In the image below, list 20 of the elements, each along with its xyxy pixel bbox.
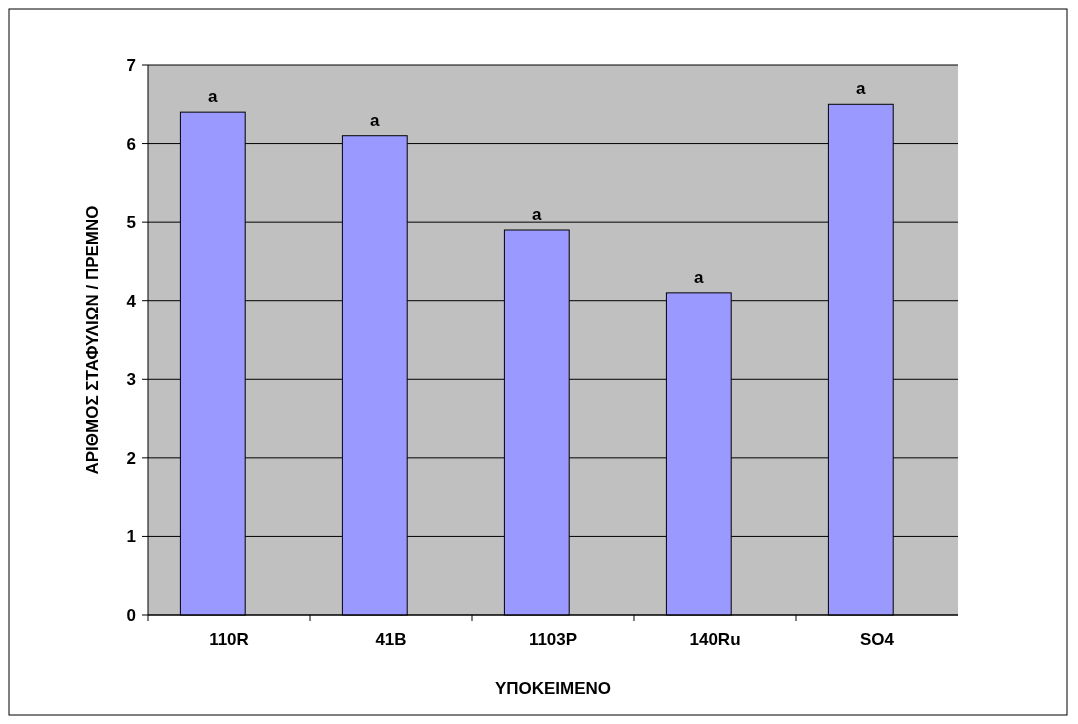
annotation: a [532,205,543,224]
y-tick-label: 2 [126,448,136,468]
x-tick-label: 140Ru [689,630,741,649]
x-tick-label: 41B [375,630,407,649]
annotation: a [208,87,219,107]
x-tick-label: 1103P [528,630,578,649]
x-axis-title: ΥΠΟΚΕΙΜΕΝΟ [494,679,612,698]
y-tick-label: 1 [126,527,136,547]
y-tick-label: 3 [126,370,136,390]
annotation: a [370,110,381,130]
y-tick-label: 7 [126,55,136,75]
y-tick-label: 0 [126,605,136,625]
annotation: a [694,267,705,287]
y-tick-label: 6 [126,134,136,154]
y-axis-title: ΑΡΙΘΜΟΣ ΣΤΑΦΥΛΙΩΝ / ΠΡΕΜΝΟ [83,205,102,475]
annotation: a [856,79,867,99]
y-tick-label: 4 [126,291,137,311]
x-tick-label: SO4 [859,630,895,649]
y-tick-label: 5 [126,213,136,233]
x-tick-label: 110R [209,630,249,649]
